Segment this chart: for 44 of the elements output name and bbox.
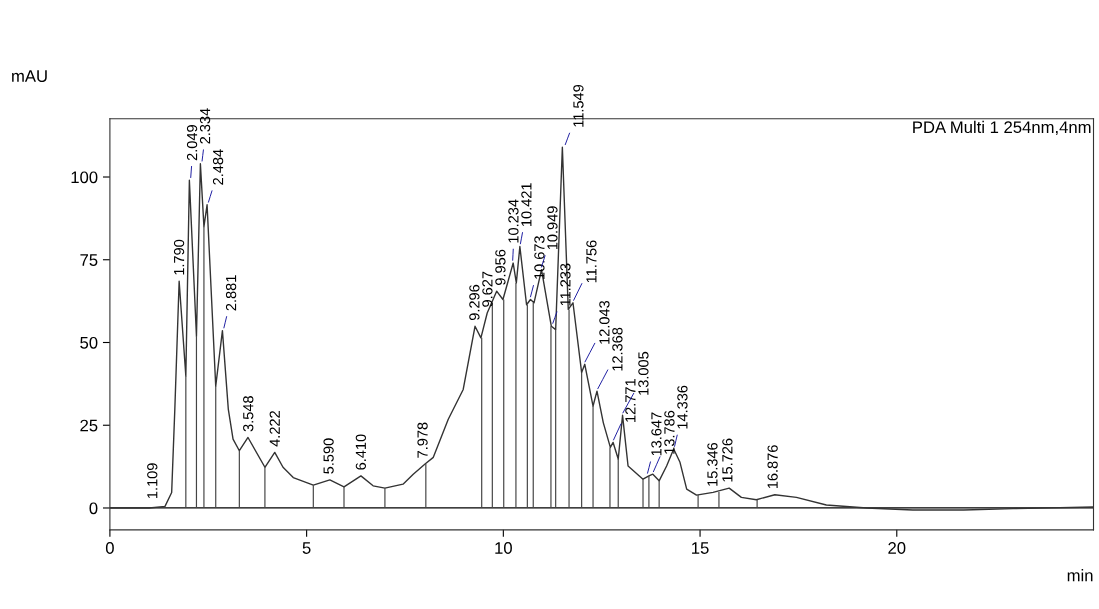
annotation: 4.222 bbox=[269, 411, 280, 447]
annotation: 2.881 bbox=[225, 275, 237, 311]
annotation: 10.673 bbox=[534, 236, 545, 279]
y-tick-label: 50 bbox=[80, 336, 98, 349]
annotation: 12.368 bbox=[612, 327, 623, 371]
annotation: 12.043 bbox=[599, 300, 610, 344]
annotation: 14.336 bbox=[677, 385, 688, 429]
annotation: 11.233 bbox=[560, 263, 571, 306]
annotation: 3.548 bbox=[243, 396, 254, 432]
annotation: 15.346 bbox=[707, 442, 718, 486]
annotation: PDA Multi 1 254nm,4nm bbox=[913, 120, 1091, 136]
annotation: 12.771 bbox=[625, 379, 636, 422]
annotation: 16.876 bbox=[767, 445, 778, 489]
x-tick-label: 20 bbox=[888, 542, 906, 554]
y-axis-title: mAU bbox=[12, 70, 47, 82]
annotation: 13.786 bbox=[664, 410, 675, 454]
x-tick-label: 0 bbox=[105, 542, 114, 554]
annotation: 9.296 bbox=[469, 284, 480, 321]
annotation: 6.410 bbox=[355, 434, 367, 470]
x-tick-label: 5 bbox=[302, 542, 311, 554]
annotation: 10.949 bbox=[547, 206, 558, 250]
y-tick-label: 75 bbox=[80, 254, 98, 266]
annotation: 2.334 bbox=[199, 108, 211, 144]
annotation: 10.234 bbox=[508, 199, 519, 243]
annotation: 9.956 bbox=[495, 249, 506, 285]
x-tick-label: 10 bbox=[495, 542, 512, 554]
y-tick-label: 0 bbox=[89, 502, 98, 515]
annotation: 13.647 bbox=[651, 412, 662, 456]
x-axis-title: min bbox=[1067, 569, 1093, 582]
annotation: 9.627 bbox=[482, 271, 493, 307]
annotation: 15.726 bbox=[722, 438, 733, 482]
annotation: 2.484 bbox=[212, 149, 224, 185]
annotation: 11.756 bbox=[586, 240, 597, 283]
y-tick-label: 25 bbox=[80, 419, 98, 432]
annotation: 2.049 bbox=[186, 125, 198, 161]
annotation: 10.421 bbox=[521, 183, 532, 226]
annotation: 7.978 bbox=[417, 422, 428, 458]
annotation: 11.549 bbox=[573, 84, 584, 127]
x-tick-label: 15 bbox=[692, 542, 709, 554]
annotation: 1.790 bbox=[173, 239, 185, 275]
y-tick-label: 100 bbox=[71, 171, 98, 184]
annotation: 13.005 bbox=[638, 351, 649, 395]
annotation: 5.590 bbox=[323, 438, 334, 474]
annotation: 1.109 bbox=[147, 463, 158, 499]
